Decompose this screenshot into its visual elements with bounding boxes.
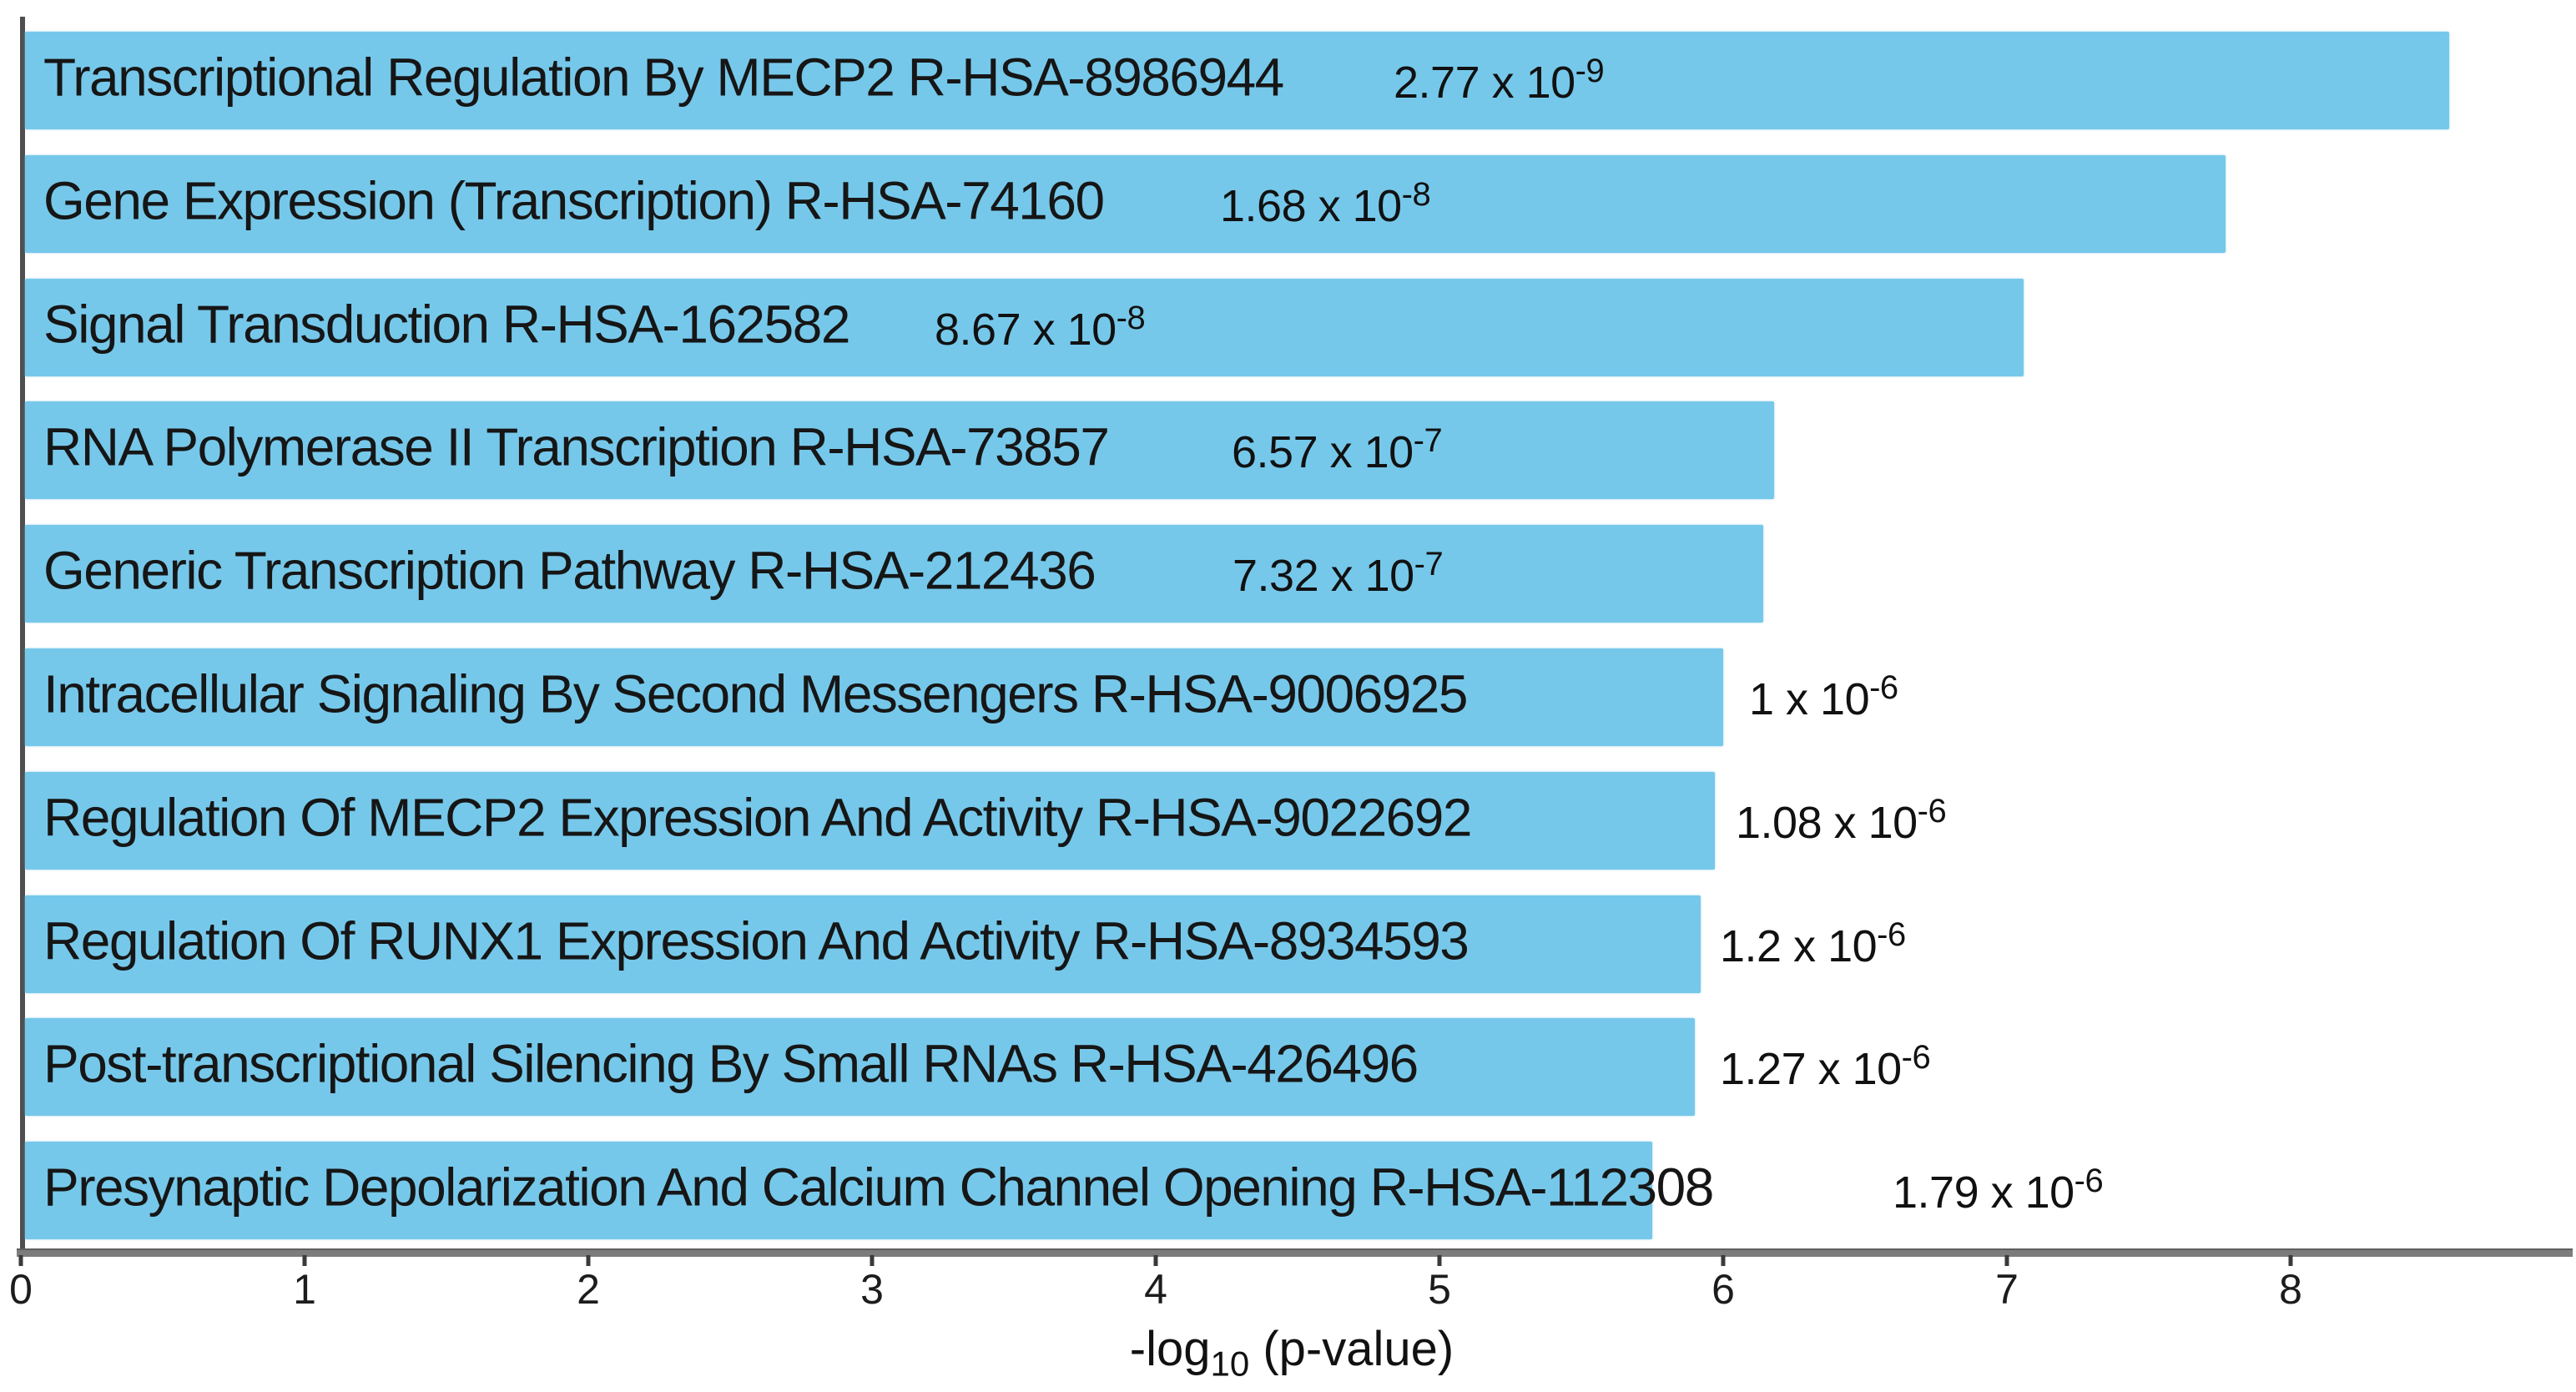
pvalue-annotation: 1.27 x 10-6 xyxy=(1720,1040,1931,1094)
pathway-bar xyxy=(25,32,2449,129)
x-axis-tick xyxy=(586,1255,591,1266)
pvalue-exponent: -6 xyxy=(1917,792,1947,830)
pvalue-annotation: 7.32 x 10-7 xyxy=(1233,547,1444,601)
x-axis-tick-label: 5 xyxy=(1428,1266,1451,1313)
x-axis-tick-label: 1 xyxy=(293,1266,316,1313)
pathway-row: Gene Expression (Transcription) R-HSA-74… xyxy=(0,155,2576,253)
pvalue-mantissa: 7.32 x 10 xyxy=(1233,550,1414,601)
pvalue-annotation: 2.77 x 10-9 xyxy=(1394,53,1605,108)
pathway-row: Regulation Of MECP2 Expression And Activ… xyxy=(0,772,2576,870)
pathway-bar xyxy=(25,895,1701,993)
pathway-row: Post-transcriptional Silencing By Small … xyxy=(0,1018,2576,1116)
pathway-label: Gene Expression (Transcription) R-HSA-74… xyxy=(43,170,1105,231)
x-axis-tick xyxy=(2004,1255,2009,1266)
pvalue-mantissa: 1.68 x 10 xyxy=(1220,180,1402,231)
x-axis-line xyxy=(17,1248,2573,1257)
x-axis-tick-label: 2 xyxy=(577,1266,600,1313)
x-axis-title-subscript: 10 xyxy=(1210,1344,1250,1384)
x-axis-tick-label: 4 xyxy=(1144,1266,1167,1313)
pvalue-mantissa: 1.27 x 10 xyxy=(1720,1043,1902,1094)
pathway-label: Regulation Of MECP2 Expression And Activ… xyxy=(43,787,1472,848)
x-axis-title-prefix: -log xyxy=(1129,1322,1211,1376)
pvalue-annotation: 1.08 x 10-6 xyxy=(1736,794,1947,848)
pathway-bar xyxy=(25,1142,1652,1239)
pvalue-mantissa: 2.77 x 10 xyxy=(1394,57,1575,108)
x-axis-tick-label: 7 xyxy=(1995,1266,2019,1313)
pvalue-exponent: -6 xyxy=(2074,1162,2104,1199)
pvalue-exponent: -9 xyxy=(1575,52,1605,89)
pathway-label: Regulation Of RUNX1 Expression And Activ… xyxy=(43,910,1469,971)
pvalue-annotation: 1 x 10-6 xyxy=(1749,670,1898,724)
pvalue-exponent: -6 xyxy=(1869,668,1898,706)
pathway-label: Transcriptional Regulation By MECP2 R-HS… xyxy=(43,47,1284,108)
pathway-bar xyxy=(25,401,1774,499)
x-axis-title: -log10 (p-value) xyxy=(1129,1321,1454,1381)
x-axis-tick-label: 8 xyxy=(2279,1266,2302,1313)
pathway-bar xyxy=(25,279,2024,376)
x-axis-tick xyxy=(1153,1255,1158,1266)
pvalue-exponent: -7 xyxy=(1414,545,1444,583)
pathway-bar xyxy=(25,648,1723,746)
pathway-bar xyxy=(25,772,1715,870)
pvalue-annotation: 8.67 x 10-8 xyxy=(935,300,1146,355)
pvalue-exponent: -6 xyxy=(1877,915,1906,953)
pvalue-mantissa: 6.57 x 10 xyxy=(1232,426,1414,477)
pathway-label: Intracellular Signaling By Second Messen… xyxy=(43,663,1468,724)
pathway-label: Post-transcriptional Silencing By Small … xyxy=(43,1033,1419,1094)
pvalue-exponent: -7 xyxy=(1413,421,1443,459)
x-axis-tick-label: 3 xyxy=(860,1266,884,1313)
pvalue-mantissa: 1.2 x 10 xyxy=(1720,920,1878,971)
pathway-label: Presynaptic Depolarization And Calcium C… xyxy=(43,1157,1714,1218)
x-axis-tick xyxy=(870,1255,875,1266)
x-axis-tick xyxy=(1721,1255,1726,1266)
pvalue-exponent: -6 xyxy=(1901,1038,1931,1076)
x-axis-tick-label: 0 xyxy=(9,1266,33,1313)
pvalue-annotation: 1.2 x 10-6 xyxy=(1720,917,1906,971)
pvalue-exponent: -8 xyxy=(1401,175,1431,213)
y-axis-line xyxy=(20,17,25,1255)
pvalue-annotation: 1.68 x 10-8 xyxy=(1220,177,1431,231)
x-axis-tick-label: 6 xyxy=(1711,1266,1735,1313)
pathway-bar xyxy=(25,155,2226,253)
pvalue-mantissa: 8.67 x 10 xyxy=(935,304,1117,355)
pvalue-exponent: -8 xyxy=(1116,299,1146,336)
pvalue-mantissa: 1.79 x 10 xyxy=(1893,1167,2074,1218)
pathway-label: Generic Transcription Pathway R-HSA-2124… xyxy=(43,540,1096,601)
pathway-label: Signal Transduction R-HSA-162582 xyxy=(43,294,850,355)
x-axis-title-suffix: (p-value) xyxy=(1249,1322,1454,1376)
pathway-row: Transcriptional Regulation By MECP2 R-HS… xyxy=(0,32,2576,129)
x-axis-tick xyxy=(2288,1255,2293,1266)
pathway-row: Intracellular Signaling By Second Messen… xyxy=(0,648,2576,746)
pathway-bar xyxy=(25,1018,1695,1116)
pathway-row: RNA Polymerase II Transcription R-HSA-73… xyxy=(0,401,2576,499)
pvalue-mantissa: 1 x 10 xyxy=(1749,673,1870,724)
pathway-row: Presynaptic Depolarization And Calcium C… xyxy=(0,1142,2576,1239)
pathway-row: Signal Transduction R-HSA-162582 8.67 x … xyxy=(0,279,2576,376)
pvalue-mantissa: 1.08 x 10 xyxy=(1736,797,1918,848)
pathway-row: Regulation Of RUNX1 Expression And Activ… xyxy=(0,895,2576,993)
x-axis-tick xyxy=(1437,1255,1442,1266)
x-axis-tick xyxy=(302,1255,307,1266)
x-axis-tick xyxy=(18,1255,23,1266)
pathway-label: RNA Polymerase II Transcription R-HSA-73… xyxy=(43,416,1110,477)
pathway-row: Generic Transcription Pathway R-HSA-2124… xyxy=(0,525,2576,623)
pvalue-annotation: 1.79 x 10-6 xyxy=(1893,1163,2104,1218)
pvalue-annotation: 6.57 x 10-7 xyxy=(1232,423,1443,477)
pathway-bar xyxy=(25,525,1763,623)
